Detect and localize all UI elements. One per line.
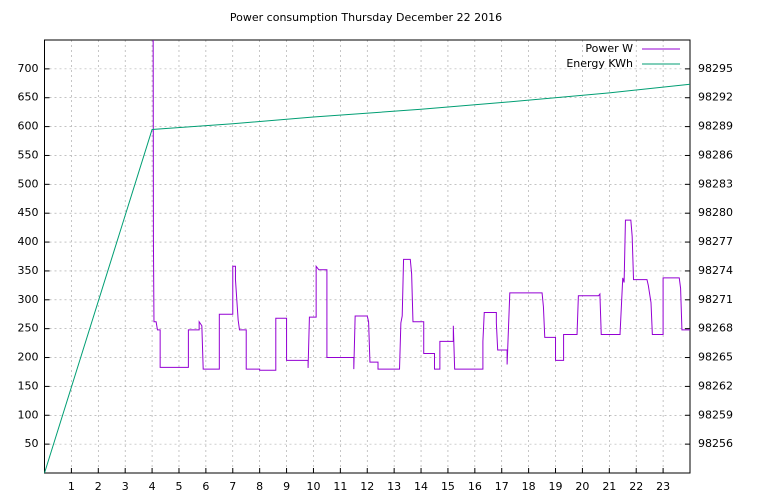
- y2-tick-label: 98259: [698, 408, 733, 421]
- x-tick-label: 4: [149, 480, 156, 493]
- chart-title: Power consumption Thursday December 22 2…: [230, 11, 502, 24]
- legend-label: Energy KWh: [566, 57, 633, 70]
- y-tick-label: 650: [18, 91, 39, 104]
- series-line: [44, 83, 691, 474]
- y-tick-label: 150: [18, 379, 39, 392]
- x-tick-label: 23: [656, 480, 670, 493]
- x-tick-label: 2: [95, 480, 102, 493]
- y-tick-label: 600: [18, 120, 39, 133]
- x-tick-label: 11: [333, 480, 347, 493]
- legend-label: Power W: [585, 42, 633, 55]
- y-tick-label: 450: [18, 206, 39, 219]
- x-tick-label: 5: [175, 480, 182, 493]
- y2-tick-label: 98271: [698, 293, 733, 306]
- x-tick-label: 1: [68, 480, 75, 493]
- y-tick-label: 200: [18, 351, 39, 364]
- y2-tick-label: 98268: [698, 322, 733, 335]
- x-tick-label: 10: [306, 480, 320, 493]
- x-tick-label: 12: [360, 480, 374, 493]
- x-tick-label: 8: [256, 480, 263, 493]
- y-tick-label: 300: [18, 293, 39, 306]
- x-tick-label: 18: [522, 480, 536, 493]
- x-tick-label: 7: [229, 480, 236, 493]
- y-tick-label: 400: [18, 235, 39, 248]
- plot-frame: [44, 39, 691, 474]
- y-tick-label: 350: [18, 264, 39, 277]
- x-tick-label: 13: [387, 480, 401, 493]
- x-tick-label: 19: [549, 480, 563, 493]
- y-tick-label: 50: [25, 437, 39, 450]
- y-tick-label: 550: [18, 148, 39, 161]
- y2-tick-label: 98262: [698, 379, 733, 392]
- x-tick-label: 14: [414, 480, 428, 493]
- y2-tick-label: 98286: [698, 148, 733, 161]
- y2-tick-label: 98295: [698, 62, 733, 75]
- y2-tick-label: 98283: [698, 177, 733, 190]
- y2-tick-label: 98265: [698, 351, 733, 364]
- x-tick-label: 3: [122, 480, 129, 493]
- y2-tick-label: 98280: [698, 206, 733, 219]
- y2-tick-label: 98256: [698, 437, 733, 450]
- y2-tick-label: 98292: [698, 91, 733, 104]
- x-tick-label: 22: [629, 480, 643, 493]
- y-tick-label: 700: [18, 62, 39, 75]
- x-tick-label: 17: [495, 480, 509, 493]
- y2-tick-label: 98277: [698, 235, 733, 248]
- x-tick-label: 20: [575, 480, 589, 493]
- x-tick-label: 16: [468, 480, 482, 493]
- y2-tick-label: 98289: [698, 120, 733, 133]
- x-tick-label: 6: [202, 480, 209, 493]
- y-tick-label: 250: [18, 322, 39, 335]
- x-tick-label: 21: [602, 480, 616, 493]
- x-tick-label: 9: [283, 480, 290, 493]
- y2-tick-label: 98274: [698, 264, 733, 277]
- series-line: [152, 39, 690, 371]
- y-tick-label: 500: [18, 177, 39, 190]
- y-tick-label: 100: [18, 408, 39, 421]
- x-tick-label: 15: [441, 480, 455, 493]
